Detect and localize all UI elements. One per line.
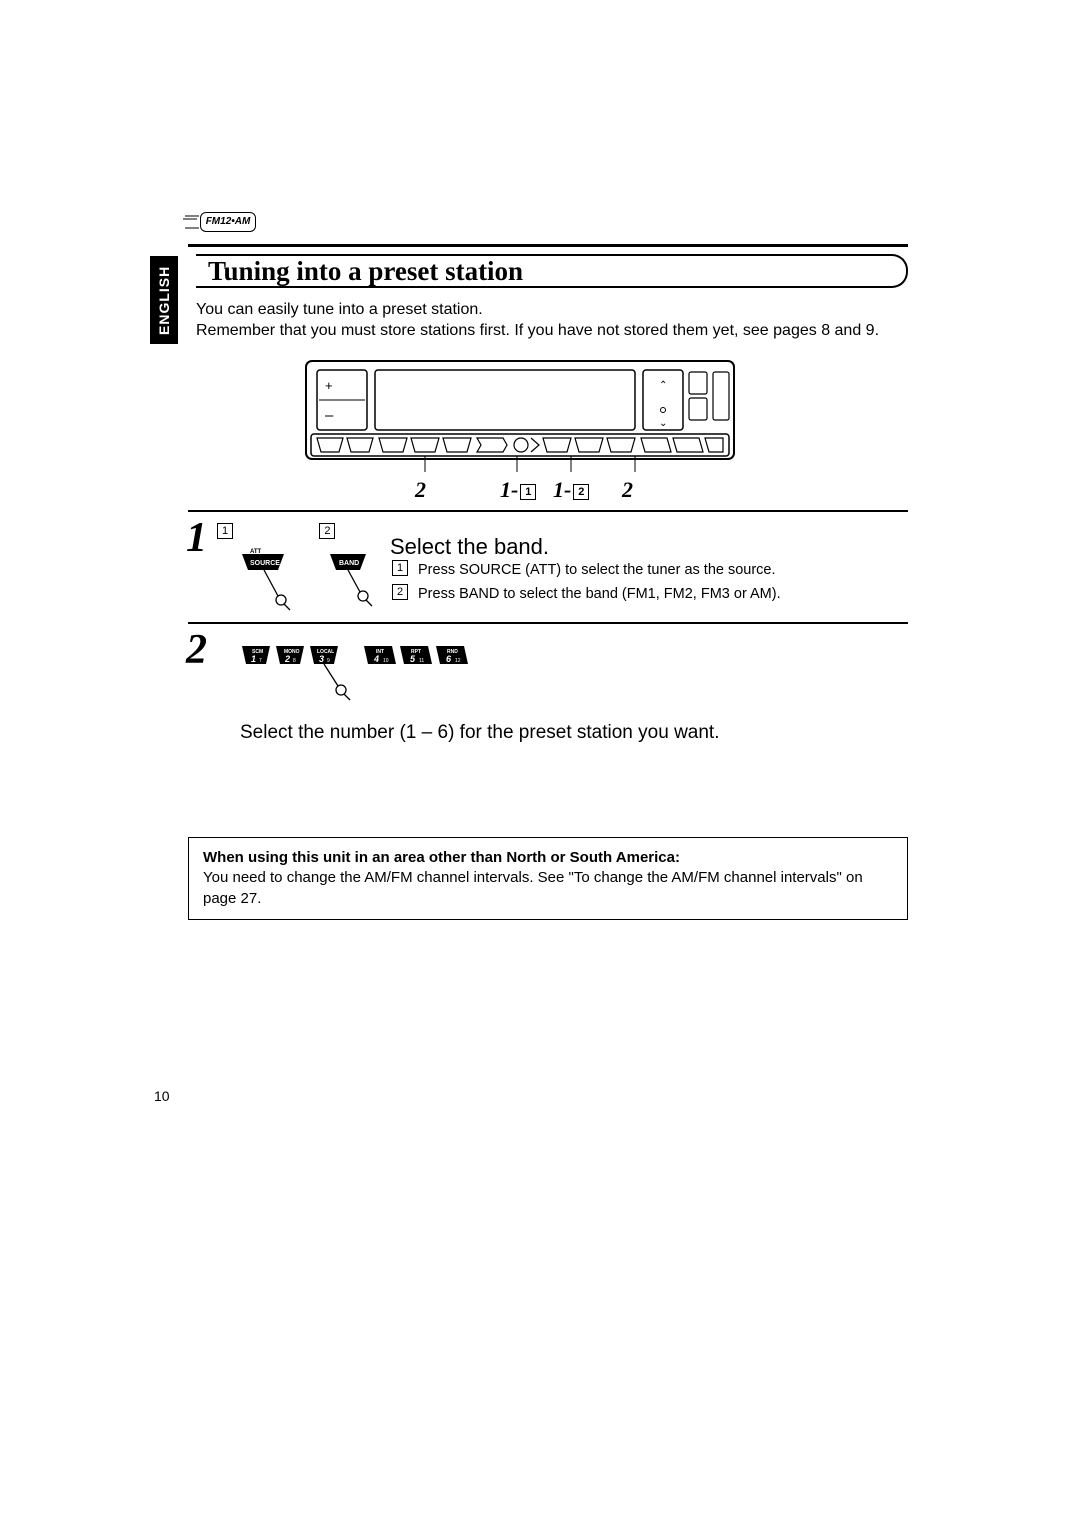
step-1-box-2: 2 <box>319 523 335 539</box>
section-title-container: Tuning into a preset station <box>196 254 908 288</box>
callout-2a: 2 <box>415 477 426 503</box>
svg-text:10: 10 <box>383 658 389 664</box>
svg-text:BAND: BAND <box>339 560 359 567</box>
region-note-box: When using this unit in an area other th… <box>188 837 908 920</box>
note-heading: When using this unit in an area other th… <box>203 849 680 866</box>
divider-1 <box>188 510 908 512</box>
svg-text:9: 9 <box>327 658 330 664</box>
callout-1-1-num: 1 <box>520 484 536 500</box>
svg-text:4: 4 <box>373 654 379 664</box>
step-1-buttons-diagram: ATT SOURCE BAND <box>232 542 392 612</box>
step-1-box-1: 1 <box>217 523 233 539</box>
step-1-body: 1 Press SOURCE (ATT) to select the tuner… <box>390 560 781 608</box>
section-title: Tuning into a preset station <box>208 256 523 287</box>
svg-text:7: 7 <box>259 658 262 664</box>
svg-text:⌃: ⌃ <box>659 380 667 391</box>
step-1-sub-2-text: Press BAND to select the band (FM1, FM2,… <box>418 584 781 606</box>
callout-2b: 2 <box>622 477 633 503</box>
intro-line-1: You can easily tune into a preset statio… <box>196 300 906 321</box>
step-2-text: Select the number (1 – 6) for the preset… <box>240 722 719 744</box>
svg-text:⌄: ⌄ <box>659 418 667 429</box>
svg-text:11: 11 <box>419 658 424 664</box>
callout-1-2-prefix: 1- <box>553 477 571 502</box>
step-2-number: 2 <box>186 626 207 674</box>
svg-text:–: – <box>325 407 334 424</box>
step-1-heading: Select the band. <box>390 534 549 560</box>
diagram-callouts: 2 1-1 1-2 2 <box>305 477 735 501</box>
svg-text:SOURCE: SOURCE <box>250 560 280 567</box>
intro-text: You can easily tune into a preset statio… <box>196 300 906 342</box>
top-rule <box>188 244 908 247</box>
step-1-sub-1-num: 1 <box>392 560 408 576</box>
step-1-sub-2-num: 2 <box>392 584 408 600</box>
language-tab: ENGLISH <box>150 256 178 344</box>
step-1-substep-markers: 1 2 <box>215 523 337 541</box>
svg-text:1: 1 <box>251 654 256 664</box>
page-number: 10 <box>154 1088 170 1104</box>
svg-text:3: 3 <box>319 654 324 664</box>
svg-text:12: 12 <box>455 658 461 664</box>
step-1-number: 1 <box>186 514 207 562</box>
svg-text:2: 2 <box>284 654 290 664</box>
intro-line-2: Remember that you must store stations fi… <box>196 321 906 342</box>
callout-1-1-prefix: 1- <box>500 477 518 502</box>
step-2-buttons-diagram: SCM 1 7 MONO 2 8 LOCAL 3 9 INT 4 10 RPT … <box>240 644 490 704</box>
divider-2 <box>188 622 908 624</box>
note-body: You need to change the AM/FM channel int… <box>203 869 863 906</box>
svg-text:+: + <box>325 378 333 393</box>
svg-text:8: 8 <box>293 658 296 664</box>
step-1-sub-1-text: Press SOURCE (ATT) to select the tuner a… <box>418 560 776 582</box>
fmam-badge: FM12•AM <box>200 212 256 232</box>
callout-1-2-num: 2 <box>573 484 589 500</box>
